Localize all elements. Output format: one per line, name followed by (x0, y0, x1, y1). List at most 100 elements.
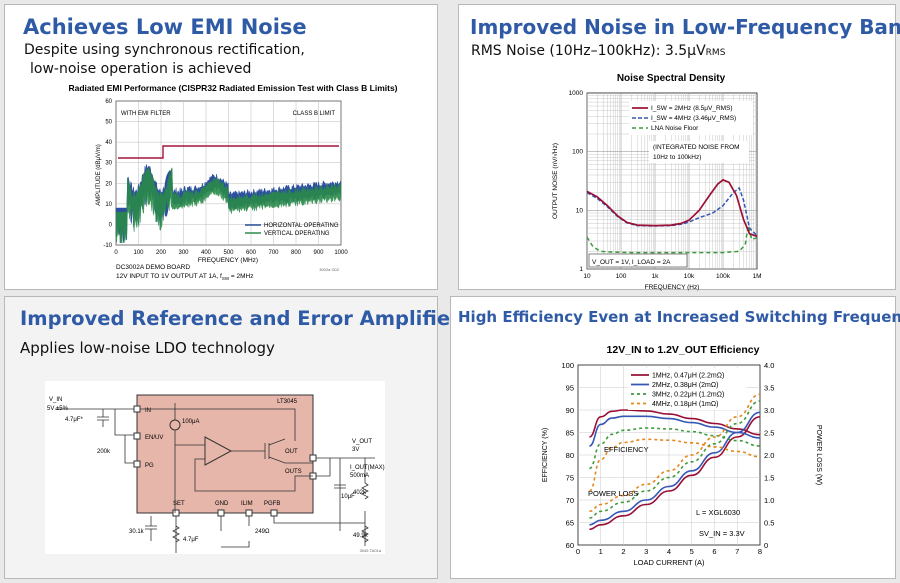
input-wiring (55, 408, 134, 464)
efficiency-legend: 1MHz, 0.47μH (2.2mΩ) 2MHz, 0.38μH (2mΩ) 3M… (628, 368, 746, 410)
vout-value: 3V (352, 447, 359, 453)
noise-panel-subtitle: RMS Noise (10Hz–100kHz): 3.5μVRMS (471, 43, 726, 59)
power-loss-annotation: POWER LOSS (588, 489, 638, 498)
feedback-resistors-icon (361, 482, 369, 543)
pin-en (133, 432, 141, 440)
noise-y-tick: 1000 (569, 90, 584, 97)
efficiency-chart-title: 12V_IN to 1.2V_OUT Efficiency (607, 344, 760, 356)
power-loss-y-tick: 1.5 (764, 474, 774, 483)
noise-x-tick: 100k (716, 273, 731, 280)
c-set-label: 4.7μF (183, 537, 199, 543)
power-loss-y-tick: 3.0 (764, 406, 774, 415)
emi-panel-subtitle-1: Despite using synchronous rectification, (24, 42, 305, 58)
noise-lna-floor-trace (586, 225, 758, 254)
efficiency-chart: 12V_IN to 1.2V_OUT Efficiency 1MHz, 0.47… (533, 339, 833, 571)
pin-set (172, 509, 180, 517)
noise-y-axis-label: OUTPUT NOISE (nV/√Hz) (551, 143, 559, 219)
emi-x-tick-labels: 0 100 200 300 400 500 600 700 800 900 1000 (114, 250, 348, 256)
current-source-label: 100μA (182, 419, 199, 425)
emi-y-tick: 40 (105, 140, 112, 146)
pin-gnd (217, 509, 225, 517)
emi-y-tick: 0 (109, 222, 113, 228)
power-loss-line-series-4 (589, 393, 761, 513)
pin-in-label: IN (145, 408, 151, 414)
noise-x-tick: 100 (616, 273, 627, 280)
emi-y-tick: 30 (105, 161, 112, 167)
noise-x-tick: 1k (652, 273, 660, 280)
vin-label: V_IN (49, 397, 62, 403)
emi-y-tick: 60 (105, 99, 112, 105)
power-loss-y-tick: 2.0 (764, 451, 774, 460)
emi-limit-label: CLASS B LIMIT (293, 111, 336, 117)
emi-x-tick: 900 (313, 250, 324, 256)
noise-y-tick: 10 (576, 207, 584, 214)
efficiency-x-tick: 8 (758, 547, 762, 556)
efficiency-legend-label-2: 2MHz, 0.38μH (2mΩ) (652, 382, 718, 389)
emi-y-tick: 20 (105, 181, 112, 187)
noise-note-line2: 10Hz to 100kHz) (653, 154, 701, 161)
pass-device-icon (175, 438, 313, 492)
efficiency-x-tick: 4 (667, 547, 671, 556)
emi-x-tick: 800 (291, 250, 302, 256)
pin-ilim (245, 509, 253, 517)
emi-y-tick: 50 (105, 120, 112, 126)
noise-chart: Noise Spectral Density I_SW = 2MHz (8.5μ… (551, 73, 762, 291)
power-loss-y-tick: 3.5 (764, 384, 774, 393)
svin-annotation: SV_IN = 3.3V (699, 529, 745, 538)
noise-y-tick: 1 (579, 266, 583, 273)
ic-name: LT3045 (277, 399, 298, 405)
power-loss-y-tick-labels: 0 0.5 1.0 1.5 2.0 2.5 3.0 3.5 4.0 (764, 361, 774, 550)
efficiency-x-tick: 0 (576, 547, 580, 556)
emi-x-tick: 300 (178, 250, 189, 256)
r-set-icon (172, 525, 180, 543)
power-loss-y-axis-label: POWER LOSS (W) (815, 425, 822, 485)
efficiency-series (588, 393, 761, 531)
r-ilim-label: 249Ω (255, 529, 270, 535)
emi-y-axis-label: AMPLITUDE (dBμV/m) (96, 144, 102, 205)
error-amp-icon (204, 436, 233, 466)
power-loss-y-tick: 4.0 (764, 361, 774, 370)
emi-chart: Radiated EMI Performance (CISPR32 Radiat… (68, 83, 397, 281)
noise-panel: Improved Noise in Low-Frequency Band RMS… (458, 4, 900, 291)
noise-legend-2mhz: I_SW = 2MHz (8.5μV_RMS) (651, 105, 733, 112)
power-loss-line-series-2 (589, 411, 761, 526)
noise-legend-4mhz: I_SW = 4MHz (3.46μV_RMS) (651, 115, 736, 122)
pin-out-label: OUT (285, 449, 298, 455)
power-loss-y-tick: 0 (764, 541, 768, 550)
efficiency-legend-label-4: 4MHz, 0.18μH (1mΩ) (652, 401, 718, 408)
efficiency-legend-label-3: 3MHz, 0.22μH (1.2mΩ) (652, 392, 724, 399)
emi-panel-subtitle-2: low-noise operation is achieved (30, 61, 252, 77)
noise-note-line1: (INTEGRATED NOISE FROM (653, 144, 740, 151)
efficiency-y-tick: 100 (561, 361, 574, 370)
power-loss-line-series-3 (589, 400, 761, 519)
efficiency-line-series-3 (589, 427, 761, 470)
reference-panel-subtitle: Applies low-noise LDO technology (20, 339, 275, 357)
emi-y-tick: 10 (105, 202, 112, 208)
pin-en-label: EN/UV (145, 435, 163, 441)
r-fb1-label: 402k (353, 490, 367, 496)
noise-x-tick: 10k (684, 273, 695, 280)
emi-panel-title: Achieves Low EMI Noise (23, 15, 307, 39)
noise-y-tick: 100 (572, 149, 583, 156)
noise-x-axis-label: FREQUENCY (Hz) (645, 284, 700, 291)
efficiency-y-tick: 75 (566, 474, 574, 483)
emi-x-tick: 1000 (334, 250, 348, 256)
noise-x-tick: 1M (752, 273, 761, 280)
efficiency-y-tick: 60 (566, 541, 574, 550)
noise-2mhz-trace (586, 178, 758, 238)
pin-pg (133, 460, 141, 468)
noise-note-box (649, 141, 749, 163)
noise-legend-floor: LNA Noise Floor (651, 125, 699, 132)
vout-label: V_OUT (352, 439, 372, 445)
iout-label: I_OUT(MAX) (350, 465, 385, 471)
c-out-label: 10μF (341, 494, 355, 500)
vin-range: 5V ±5% (47, 406, 69, 412)
efficiency-panel-title: High Efficiency Even at Increased Switch… (458, 308, 900, 326)
efficiency-x-tick: 1 (599, 547, 603, 556)
emi-figure-code: 3002a G02 (319, 267, 340, 272)
pin-pg-label: PG (145, 463, 154, 469)
efficiency-y-tick: 95 (566, 384, 574, 393)
efficiency-line-series-4 (588, 438, 761, 492)
cin-label: 4.7μF* (65, 417, 83, 423)
emi-x-tick: 0 (114, 250, 118, 256)
